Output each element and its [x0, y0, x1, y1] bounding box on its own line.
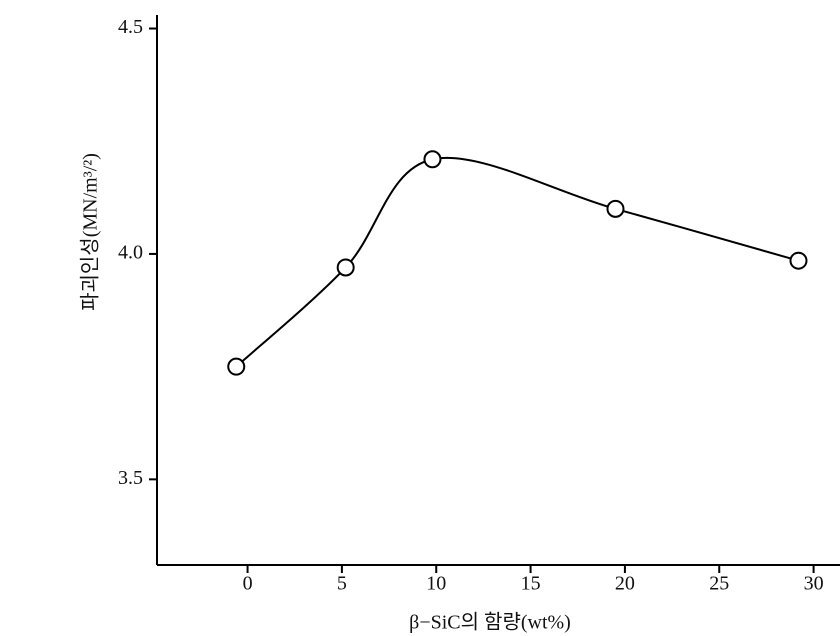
marker [227, 357, 246, 376]
x-axis-title: β−SiC의 함량(wt%) [409, 611, 571, 634]
marker [423, 150, 442, 169]
y-tick-label: 3.5 [118, 467, 143, 489]
x-tick-label: 20 [615, 573, 635, 595]
x-tick-label: 15 [521, 573, 541, 595]
y-axis-title: 파괴인성(MN/m³/²) [79, 153, 102, 311]
marker [789, 251, 808, 270]
x-tick-label: 25 [709, 573, 729, 595]
y-tick-label: 4.0 [118, 242, 143, 264]
x-tick-label: 10 [426, 573, 446, 595]
x-tick-label: 30 [804, 573, 824, 595]
y-tick-label: 4.5 [118, 16, 143, 38]
x-tick-label: 5 [337, 573, 347, 595]
x-tick-label: 0 [243, 573, 253, 595]
marker [606, 199, 625, 218]
marker [336, 258, 355, 277]
line [235, 156, 799, 368]
